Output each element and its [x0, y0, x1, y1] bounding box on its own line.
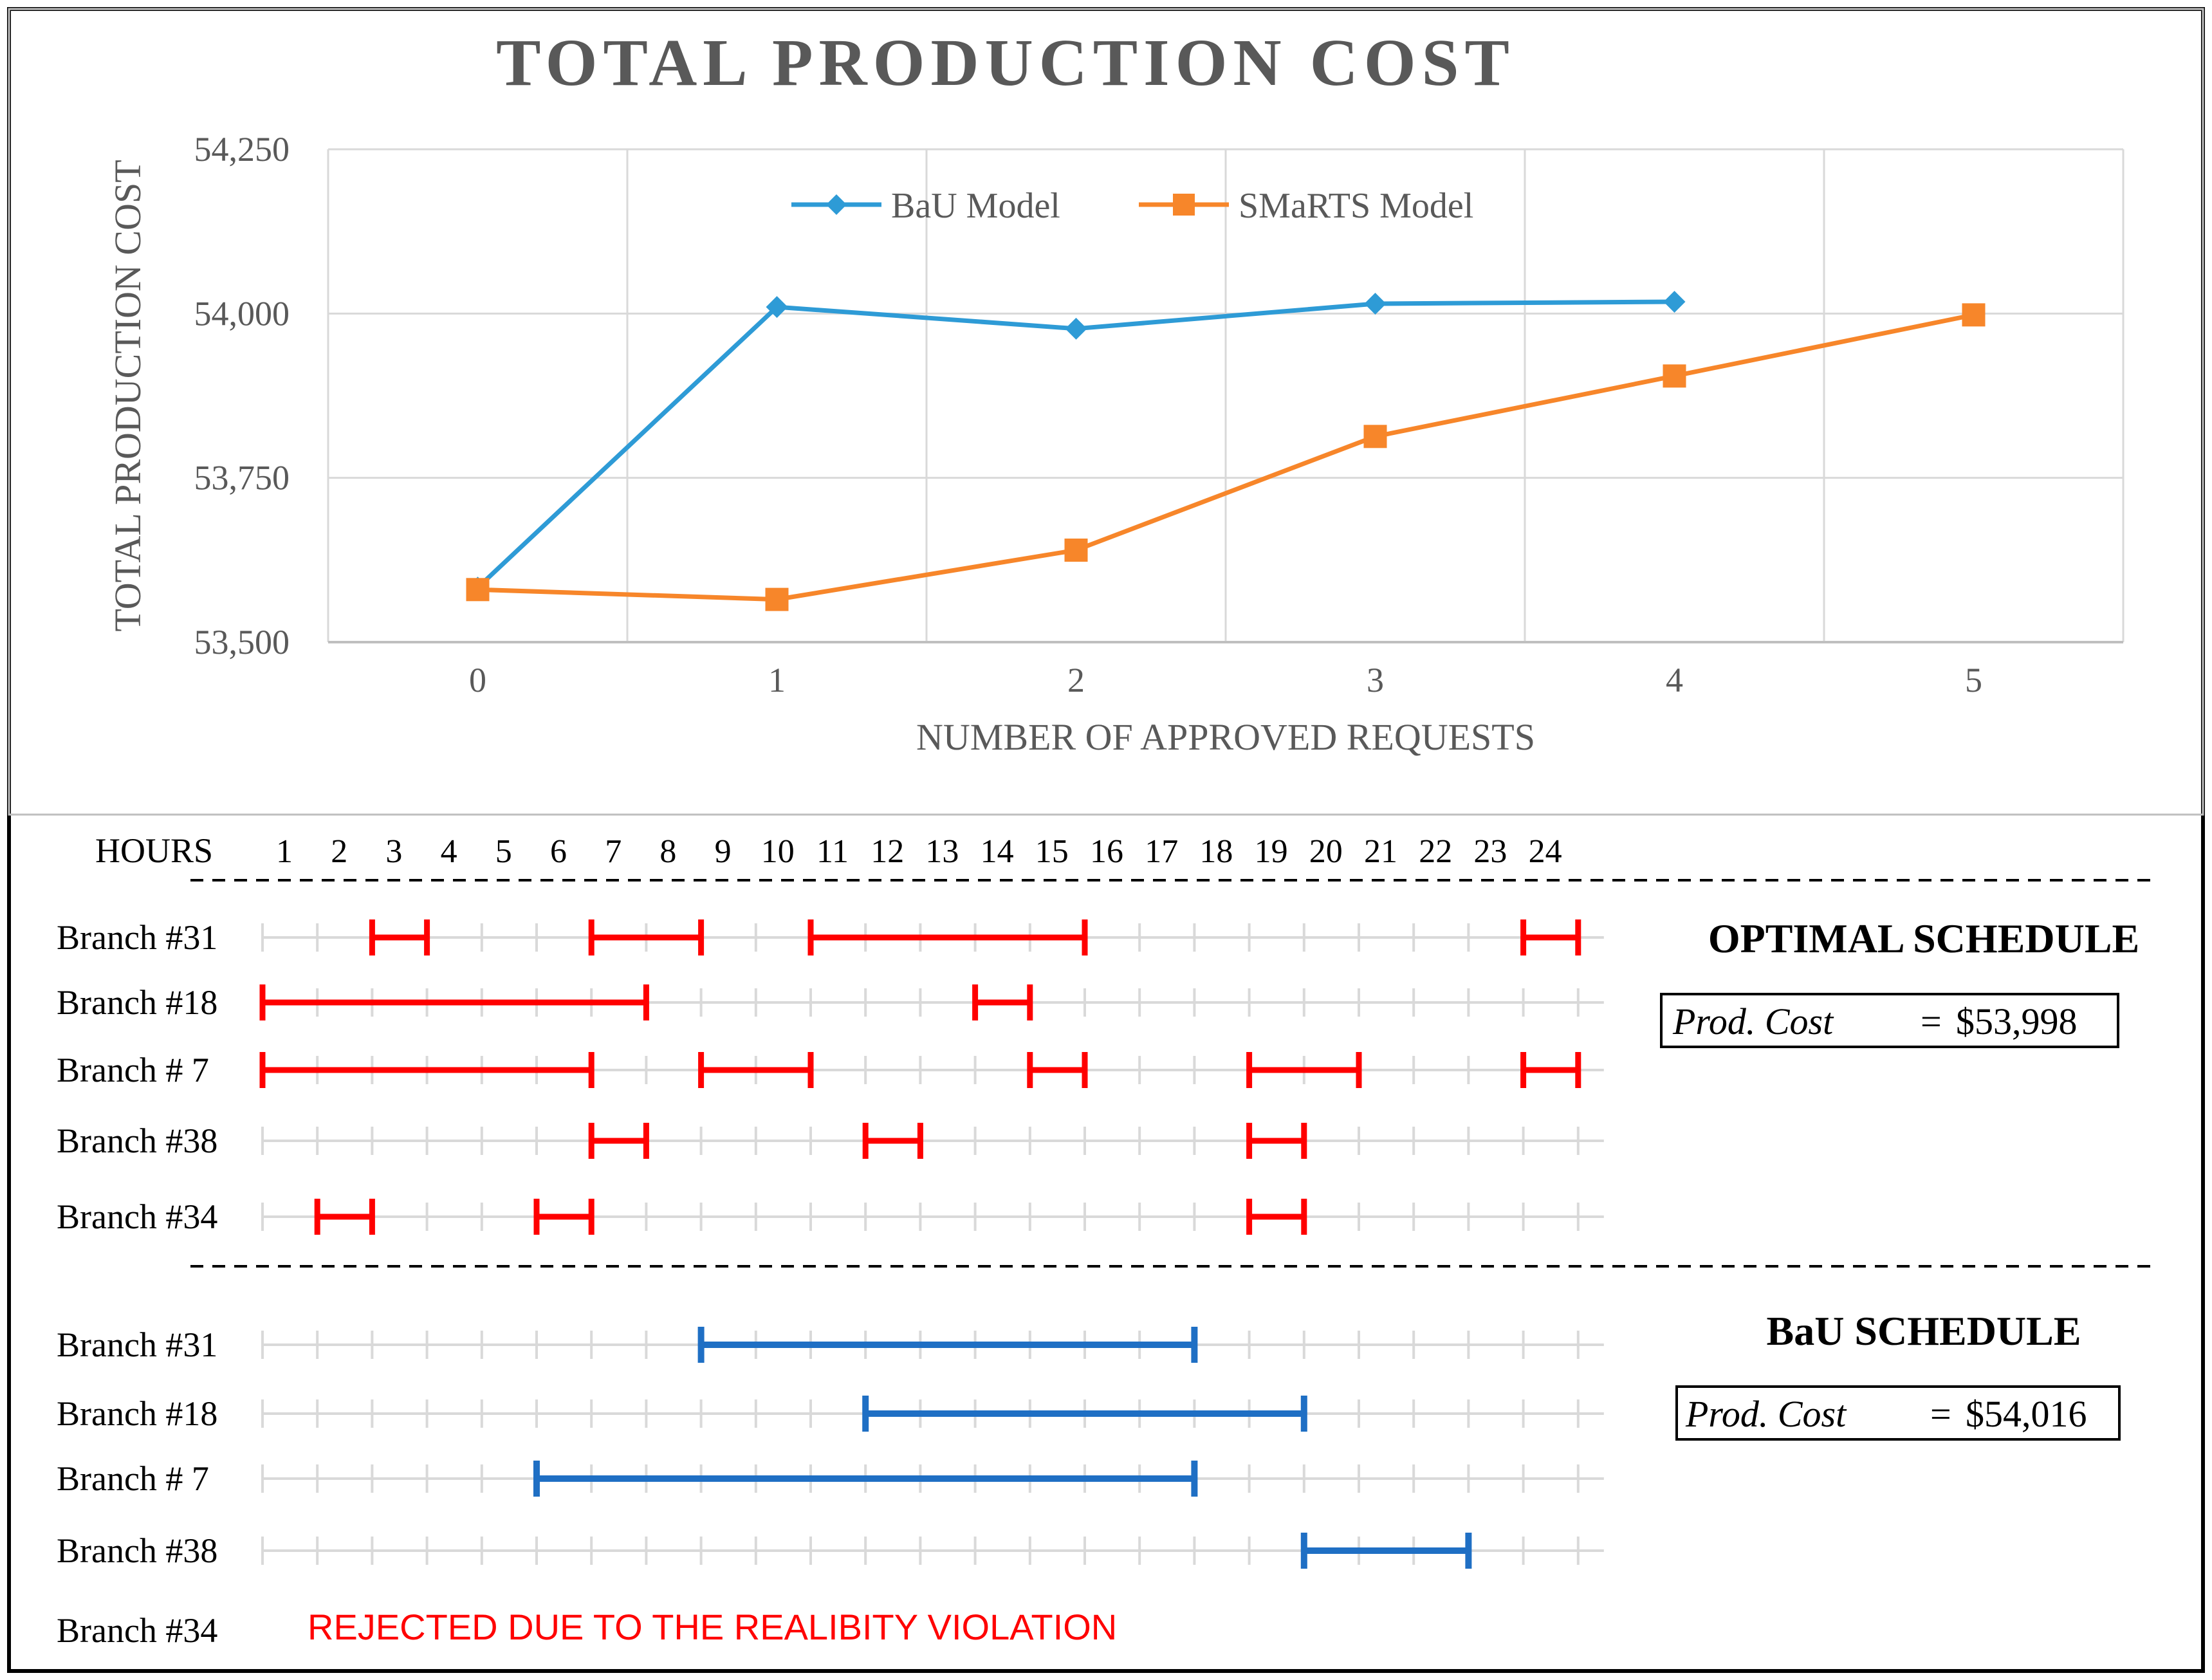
y-tick-label: 54,250 — [194, 130, 290, 169]
optimal-cost-equals: = — [1921, 1001, 1942, 1042]
hour-label: 8 — [659, 833, 676, 870]
hour-label: 10 — [761, 833, 795, 870]
bau-cost-box — [1675, 1385, 2121, 1441]
bau-cost-equals: = — [1930, 1393, 1951, 1435]
chart-frame — [8, 8, 2204, 816]
hour-label: 9 — [715, 833, 732, 870]
branch-label: Branch #31 — [57, 1325, 217, 1364]
smarts-point-marker — [1064, 539, 1088, 562]
legend-label: BaU Model — [891, 186, 1060, 226]
bau-point-marker — [766, 296, 788, 318]
bau-point-marker — [1663, 290, 1686, 313]
series-line-smarts — [477, 312, 1975, 602]
smarts-point-marker — [1363, 425, 1387, 448]
legend-marker-square — [1173, 194, 1195, 216]
hour-label: 23 — [1473, 833, 1507, 870]
branch-label: Branch #31 — [57, 918, 217, 957]
bau-point-marker — [1364, 293, 1387, 315]
x-tick-label: 1 — [768, 661, 786, 699]
smarts-point-marker — [1962, 303, 1986, 327]
hours-label: HOURS — [95, 831, 213, 870]
x-axis-label: NUMBER OF APPROVED REQUESTS — [916, 716, 1535, 758]
hour-label: 1 — [276, 833, 293, 870]
hour-label: 22 — [1419, 833, 1452, 870]
x-tick-label: 2 — [1067, 661, 1085, 699]
hour-label: 13 — [925, 833, 959, 870]
branch-label: Branch #38 — [57, 1122, 217, 1160]
x-tick-label: 4 — [1666, 661, 1683, 699]
hour-label: 5 — [495, 833, 512, 870]
optimal-cost-label: Prod. Cost — [1672, 1001, 1834, 1042]
optimal-cost-box — [1660, 993, 2119, 1048]
bau-schedule-title: BaU SCHEDULE — [1767, 1308, 2081, 1354]
bau-cost-value: $54,016 — [1966, 1393, 2087, 1435]
smarts-point-marker — [765, 587, 789, 611]
x-tick-label: 0 — [469, 661, 486, 699]
y-tick-label: 54,000 — [194, 294, 290, 333]
hour-label: 3 — [385, 833, 402, 870]
bau-cost-label: Prod. Cost — [1685, 1393, 1847, 1435]
hour-label: 11 — [816, 833, 849, 870]
branch-label-rejected: Branch #34 — [57, 1611, 217, 1650]
smarts-point-marker — [1663, 364, 1686, 388]
hour-label: 21 — [1364, 833, 1397, 870]
x-tick-label: 3 — [1367, 661, 1384, 699]
hour-label: 17 — [1145, 833, 1178, 870]
x-tick-label: 5 — [1965, 661, 1982, 699]
rejected-note: REJECTED DUE TO THE REALIBITY VIOLATION — [308, 1607, 1117, 1647]
branch-label: Branch #18 — [57, 1394, 217, 1433]
branch-label: Branch # 7 — [57, 1051, 209, 1089]
bau-point-marker — [1065, 317, 1087, 340]
hour-label: 24 — [1529, 833, 1562, 870]
optimal-schedule-title: OPTIMAL SCHEDULE — [1708, 916, 2139, 961]
hour-label: 7 — [605, 833, 622, 870]
legend-label: SMaRTS Model — [1239, 186, 1473, 226]
hour-label: 4 — [441, 833, 457, 870]
optimal-cost-value: $53,998 — [1956, 1001, 2078, 1042]
smarts-point-marker — [466, 578, 490, 602]
y-axis-label: TOTAL PRODUCTION COST — [107, 160, 149, 631]
hour-label: 2 — [331, 833, 347, 870]
branch-label: Branch # 7 — [57, 1459, 209, 1498]
branch-label: Branch #34 — [57, 1197, 217, 1236]
hour-label: 6 — [550, 833, 567, 870]
branch-label: Branch #38 — [57, 1531, 217, 1570]
hour-label: 18 — [1199, 833, 1233, 870]
hour-label: 15 — [1035, 833, 1069, 870]
legend-marker-diamond — [826, 194, 847, 215]
hour-label: 16 — [1090, 833, 1123, 870]
y-tick-label: 53,750 — [194, 459, 290, 497]
hour-label: 14 — [981, 833, 1014, 870]
hour-label: 20 — [1309, 833, 1343, 870]
hour-label: 19 — [1255, 833, 1288, 870]
branch-label: Branch #18 — [57, 983, 217, 1022]
y-tick-label: 53,500 — [194, 623, 290, 661]
hour-label: 12 — [871, 833, 904, 870]
chart-title: TOTAL PRODUCTION COST — [496, 26, 1515, 100]
